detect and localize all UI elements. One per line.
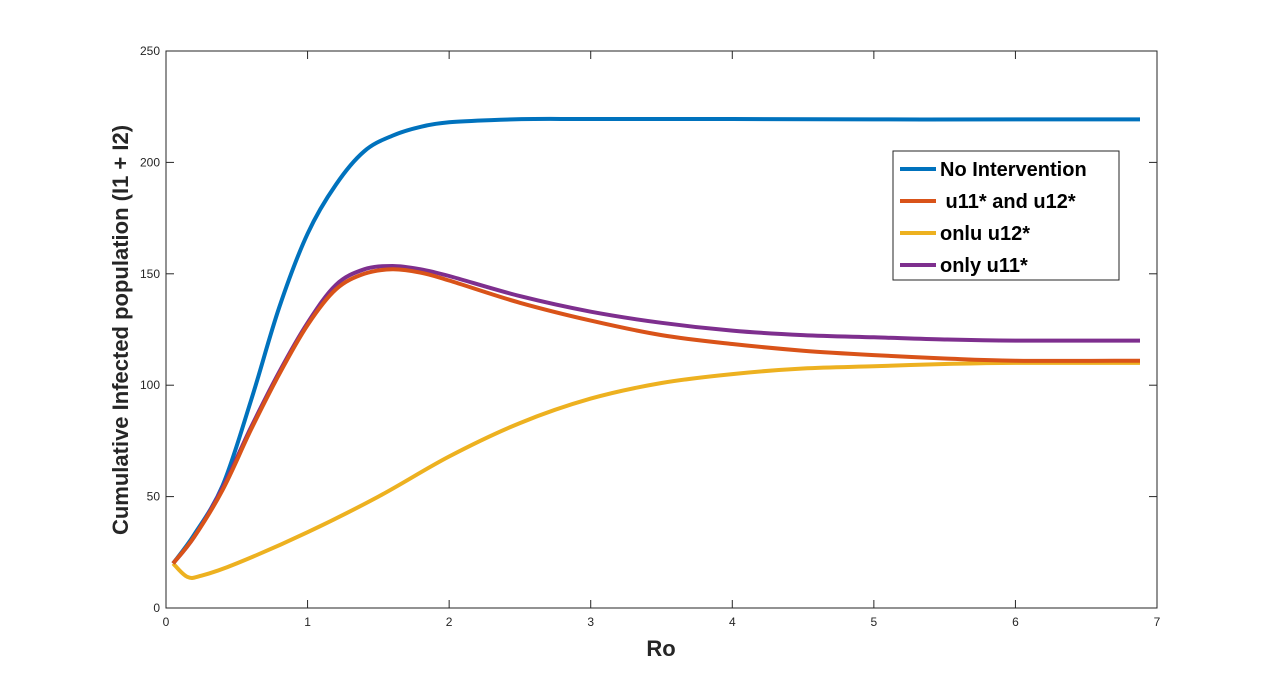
x-tick-label: 5: [871, 615, 878, 629]
series-line-0: [171, 116, 1140, 565]
x-axis-label: Ro: [646, 636, 675, 661]
legend-label: only u11*: [940, 255, 1028, 277]
y-tick-label: 100: [140, 378, 160, 392]
series-line-1: [171, 267, 1141, 565]
y-tick-label: 200: [140, 155, 160, 169]
x-tick-label: 0: [163, 615, 170, 629]
legend-label: No Intervention: [940, 159, 1087, 181]
x-tick-label: 2: [446, 615, 453, 629]
x-tick-label: 1: [304, 615, 311, 629]
legend: No Intervention u11* and u12* onlu u12* on…: [892, 150, 1120, 281]
y-axis-label: Cumulative Infected population (I1 + I2): [108, 125, 133, 535]
x-tick-label: 6: [1012, 615, 1019, 629]
axis-ticks: 0 1 2 3 4 5 6 7 0 50 100 150 200 250: [140, 44, 1161, 629]
y-tick-label: 0: [153, 601, 160, 615]
y-tick-label: 150: [140, 267, 160, 281]
y-tick-label: 50: [147, 490, 161, 504]
legend-label: onlu u12*: [940, 223, 1030, 245]
x-tick-label: 4: [729, 615, 736, 629]
legend-label: u11* and u12*: [940, 191, 1076, 213]
series-lines: [171, 116, 1141, 580]
y-tick-label: 250: [140, 44, 160, 58]
plot-area: [165, 50, 1158, 609]
series-line-2: [171, 360, 1141, 580]
legend-box: [892, 150, 1120, 281]
x-tick-label: 3: [587, 615, 594, 629]
x-tick-label: 7: [1154, 615, 1161, 629]
